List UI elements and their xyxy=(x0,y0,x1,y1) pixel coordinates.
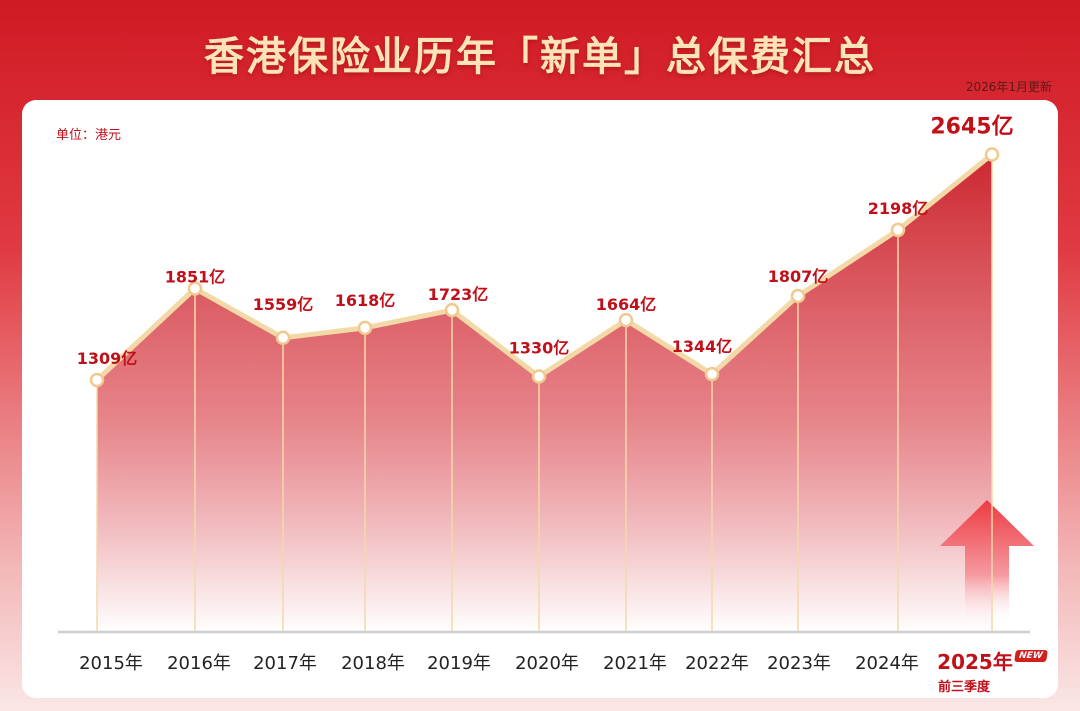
value-label: 2198亿 xyxy=(868,199,929,218)
x-tick-label: 2018年 xyxy=(341,653,405,674)
new-badge: NEW xyxy=(1014,650,1048,662)
data-point xyxy=(790,288,806,304)
data-point xyxy=(704,366,720,382)
update-note: 2026年1月更新 xyxy=(965,80,1052,94)
x-tick-label: 2021年 xyxy=(603,653,667,674)
last-category-note: 前三季度 xyxy=(938,680,991,695)
page-title: 香港保险业历年「新单」总保费汇总 xyxy=(204,34,876,80)
data-point xyxy=(275,330,291,346)
value-label: 1330亿 xyxy=(509,338,570,357)
data-point xyxy=(890,222,906,238)
data-point xyxy=(444,302,460,318)
value-label: 1664亿 xyxy=(596,295,657,314)
value-label: 1851亿 xyxy=(165,268,226,287)
value-label: 1723亿 xyxy=(428,285,489,304)
value-label: 1344亿 xyxy=(672,337,733,356)
x-tick-label: 2019年 xyxy=(427,653,491,674)
x-tick-label: 2015年 xyxy=(79,653,143,674)
x-tick-label: 2023年 xyxy=(767,653,831,674)
data-point xyxy=(187,281,203,296)
value-label: 1559亿 xyxy=(253,295,314,314)
area-fill xyxy=(97,154,992,632)
data-point xyxy=(89,372,105,388)
x-tick-label: 2024年 xyxy=(855,653,919,674)
x-tick-label: 2025年 xyxy=(937,650,1013,674)
x-tick-label: 2022年 xyxy=(685,653,749,674)
data-point xyxy=(984,147,1000,162)
value-label: 1618亿 xyxy=(335,291,396,310)
x-tick-label: 2017年 xyxy=(253,653,317,674)
data-point xyxy=(618,312,634,328)
value-label: 2645亿 xyxy=(930,114,1013,139)
value-label: 1807亿 xyxy=(768,267,829,286)
data-point xyxy=(531,369,547,384)
value-label: 1309亿 xyxy=(77,349,138,368)
up-arrow-icon xyxy=(940,500,1034,625)
x-tick-label: 2016年 xyxy=(167,653,231,674)
x-tick-label: 2020年 xyxy=(515,653,579,674)
unit-label: 单位：港元 xyxy=(56,128,122,143)
data-point xyxy=(357,320,373,336)
